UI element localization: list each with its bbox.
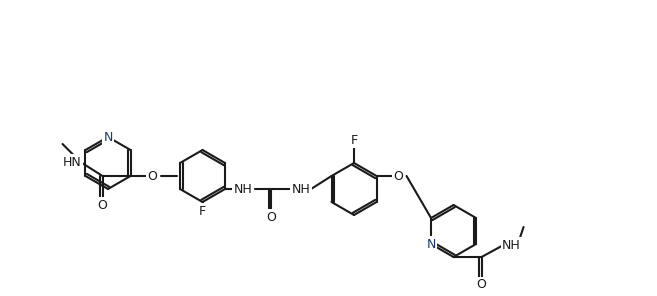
Text: O: O <box>476 279 486 292</box>
Text: NH: NH <box>502 239 521 252</box>
Text: N: N <box>426 237 436 250</box>
Text: O: O <box>394 170 403 183</box>
Text: NH: NH <box>292 183 310 195</box>
Text: NH: NH <box>234 183 252 195</box>
Text: F: F <box>199 205 206 218</box>
Text: O: O <box>98 199 108 212</box>
Text: O: O <box>266 210 276 223</box>
Text: O: O <box>148 170 158 183</box>
Text: HN: HN <box>63 155 82 168</box>
Text: F: F <box>350 133 357 147</box>
Text: N: N <box>103 131 113 144</box>
